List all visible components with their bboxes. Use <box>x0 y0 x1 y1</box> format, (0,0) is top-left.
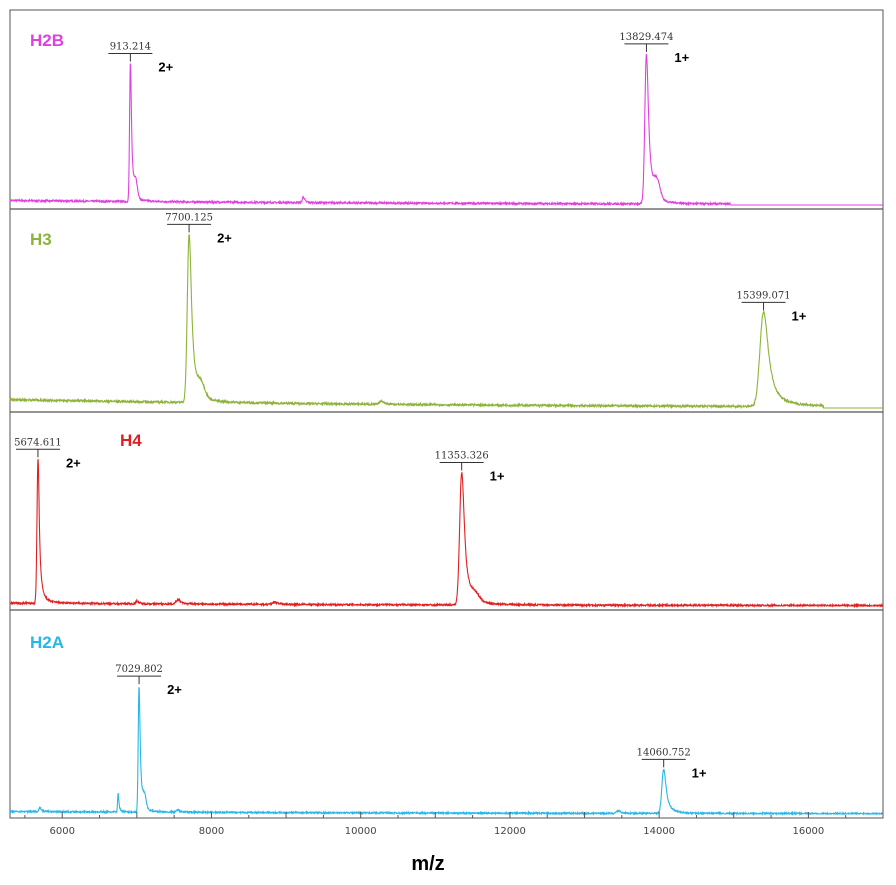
spectrum-trace-h4 <box>9 459 884 609</box>
peak-charge-label: 2+ <box>167 682 182 697</box>
peak-mz-label: 14060.752 <box>637 747 691 758</box>
x-tick-label: 8000 <box>199 826 224 837</box>
peak-mz-label: 15399.071 <box>737 290 791 301</box>
peak-charge-label: 1+ <box>674 50 689 65</box>
peak-charge-label: 1+ <box>490 468 505 483</box>
panels-group: H2B 913.2142+13829.4741+H37700.1252+15399… <box>9 31 884 817</box>
peak-mz-label: 5674.611 <box>14 437 62 448</box>
peak-charge-label: 1+ <box>792 308 807 323</box>
panel-name-h2b: H2B <box>30 31 64 50</box>
x-tick-label: 6000 <box>50 826 75 837</box>
panel-name-h3: H3 <box>30 230 52 249</box>
peak-charge-label: 2+ <box>158 60 173 75</box>
peak-mz-label: 13829.474 <box>619 32 673 43</box>
plot-frame <box>9 9 884 819</box>
x-tick-label: 16000 <box>792 826 824 837</box>
spectrum-trace-h2b <box>9 52 883 207</box>
panel-name-h2a: H2A <box>30 633 64 652</box>
peak-mz-label: 7700.125 <box>165 212 213 223</box>
peak-charge-label: 1+ <box>692 765 707 780</box>
x-tick-label: 14000 <box>643 826 675 837</box>
peak-mz-label: 11353.326 <box>435 450 489 461</box>
peak-charge-label: 2+ <box>217 230 232 245</box>
peak-charge-label: 2+ <box>66 455 81 470</box>
spectrum-trace-h2a <box>9 686 884 817</box>
panel-name-h4: H4 <box>120 431 142 450</box>
x-axis: 6000 8000 10000 12000 14000 16000 <box>24 812 884 837</box>
x-tick-label: 10000 <box>345 826 377 837</box>
x-axis-label: m/z <box>411 853 444 875</box>
peak-mz-label: 913.214 <box>110 42 151 53</box>
x-tick-label: 12000 <box>494 826 526 837</box>
peak-mz-label: 7029.802 <box>115 664 163 675</box>
spectrum-trace-h3 <box>9 233 883 410</box>
